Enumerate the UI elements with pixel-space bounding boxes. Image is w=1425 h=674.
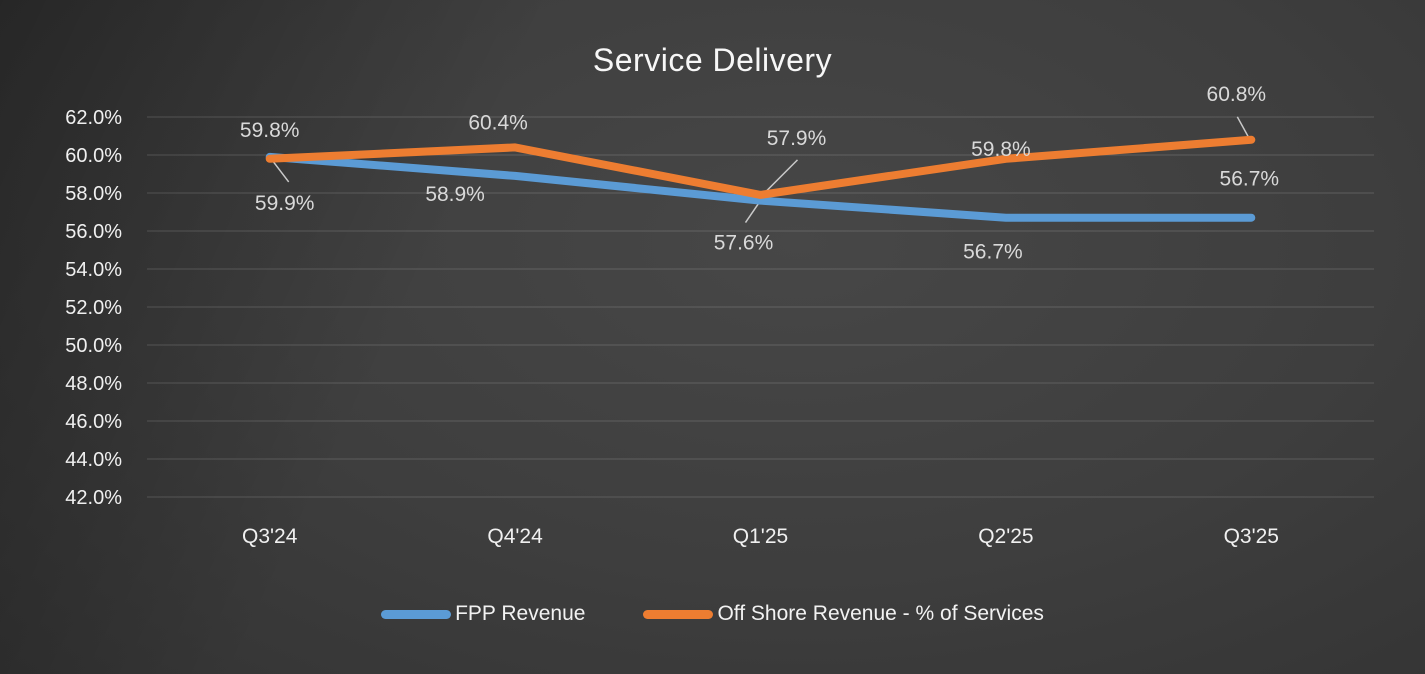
legend-marker-off-shore-revenue: [643, 609, 714, 619]
x-axis-category-label: Q4'24: [487, 525, 543, 548]
data-label-off-shore-revenue: 57.9%: [767, 127, 827, 150]
y-axis-tick-label: 62.0%: [65, 107, 122, 129]
data-label-fpp-revenue: 56.7%: [1220, 168, 1280, 191]
y-axis-tick-label: 42.0%: [65, 487, 122, 509]
x-axis-category-label: Q3'25: [1224, 525, 1279, 548]
data-label-fpp-revenue: 58.9%: [425, 183, 485, 206]
chart-legend: FPP Revenue Off Shore Revenue - % of Serv…: [0, 602, 1425, 626]
data-label-fpp-revenue: 57.6%: [714, 232, 774, 255]
y-axis-tick-label: 56.0%: [65, 221, 122, 243]
data-label-leader-line: [1236, 116, 1249, 138]
y-axis-tick-label: 48.0%: [65, 373, 122, 395]
data-label-fpp-revenue: 56.7%: [963, 241, 1023, 264]
data-label-off-shore-revenue: 60.8%: [1207, 83, 1267, 106]
y-axis-tick-label: 44.0%: [65, 449, 122, 471]
data-label-off-shore-revenue: 60.4%: [468, 111, 528, 134]
x-axis-category-label: Q3'24: [242, 525, 298, 548]
legend-label: Off Shore Revenue - % of Services: [717, 602, 1044, 625]
legend-label: FPP Revenue: [455, 602, 586, 625]
x-axis-category-label: Q2'25: [978, 525, 1033, 548]
data-label-off-shore-revenue: 59.8%: [971, 138, 1031, 161]
y-axis-tick-label: 46.0%: [65, 411, 122, 433]
data-label-off-shore-revenue: 59.8%: [240, 119, 300, 142]
legend-item-fpp-revenue: FPP Revenue: [381, 602, 585, 626]
legend-marker-fpp-revenue: [381, 609, 452, 619]
y-axis-tick-label: 58.0%: [65, 183, 122, 205]
x-axis-category-label: Q1'25: [733, 525, 788, 548]
legend-item-off-shore-revenue: Off Shore Revenue - % of Services: [643, 602, 1044, 626]
y-axis-tick-label: 54.0%: [65, 259, 122, 281]
series-line-fpp-revenue: [265, 152, 1256, 222]
y-axis-tick-label: 52.0%: [65, 297, 122, 319]
y-axis-tick-label: 50.0%: [65, 335, 122, 357]
y-axis-tick-label: 60.0%: [65, 145, 122, 167]
chart-title: Service Delivery: [592, 42, 833, 78]
series-line-off-shore-revenue: [265, 135, 1256, 199]
data-label-fpp-revenue: 59.9%: [255, 192, 315, 215]
